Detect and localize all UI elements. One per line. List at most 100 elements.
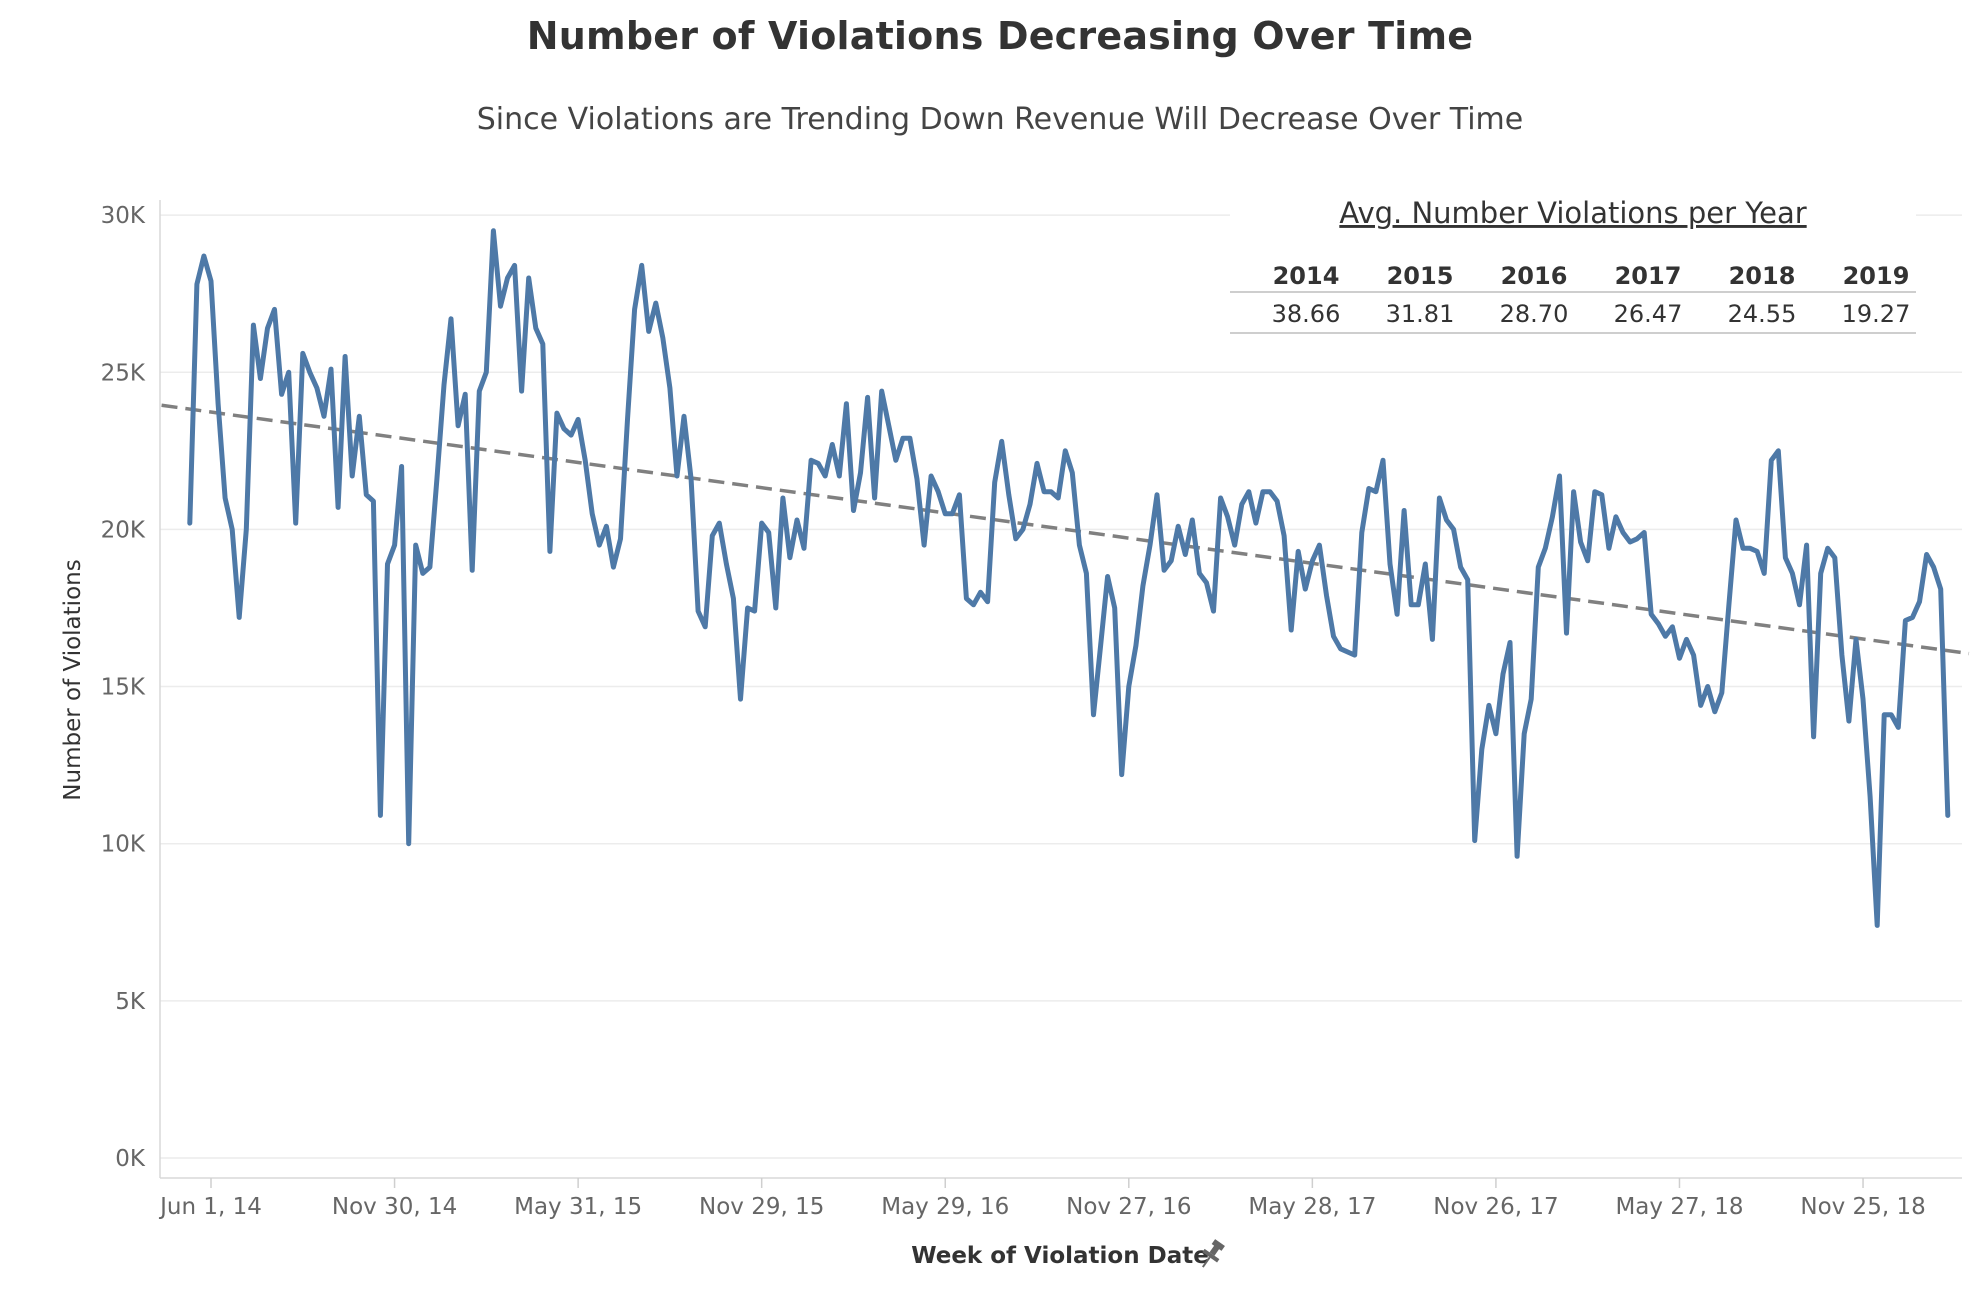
- data-point[interactable]: [247, 319, 259, 331]
- data-point[interactable]: [1419, 558, 1431, 570]
- data-point[interactable]: [855, 467, 867, 479]
- data-point[interactable]: [1052, 492, 1064, 504]
- data-point[interactable]: [904, 432, 916, 444]
- data-point[interactable]: [1504, 637, 1516, 649]
- data-point[interactable]: [636, 259, 648, 271]
- data-point[interactable]: [1462, 574, 1474, 586]
- data-point[interactable]: [304, 366, 316, 378]
- data-point[interactable]: [1674, 652, 1686, 664]
- data-point[interactable]: [1123, 681, 1135, 693]
- data-point[interactable]: [318, 410, 330, 422]
- data-point[interactable]: [946, 508, 958, 520]
- data-point[interactable]: [198, 250, 210, 262]
- data-point[interactable]: [1398, 505, 1410, 517]
- data-point[interactable]: [480, 366, 492, 378]
- data-point[interactable]: [911, 473, 923, 485]
- data-point[interactable]: [678, 410, 690, 422]
- data-point[interactable]: [1730, 514, 1742, 526]
- data-point[interactable]: [1349, 649, 1361, 661]
- data-point[interactable]: [1907, 611, 1919, 623]
- data-point[interactable]: [466, 564, 478, 576]
- data-point[interactable]: [848, 505, 860, 517]
- data-point[interactable]: [883, 420, 895, 432]
- data-point[interactable]: [374, 809, 386, 821]
- data-point[interactable]: [502, 272, 514, 284]
- data-point[interactable]: [1942, 809, 1954, 821]
- data-point[interactable]: [1554, 470, 1566, 482]
- data-point[interactable]: [1024, 498, 1036, 510]
- data-point[interactable]: [1109, 602, 1121, 614]
- data-point[interactable]: [1857, 693, 1869, 705]
- data-point[interactable]: [1518, 728, 1530, 740]
- data-point[interactable]: [396, 461, 408, 473]
- data-point[interactable]: [777, 492, 789, 504]
- data-point[interactable]: [269, 303, 281, 315]
- data-point[interactable]: [1285, 624, 1297, 636]
- data-point[interactable]: [1328, 630, 1340, 642]
- data-point[interactable]: [1935, 583, 1947, 595]
- data-point[interactable]: [1088, 709, 1100, 721]
- data-point[interactable]: [1596, 489, 1608, 501]
- data-point[interactable]: [629, 303, 641, 315]
- data-point[interactable]: [1921, 549, 1933, 561]
- data-point[interactable]: [982, 596, 994, 608]
- data-point[interactable]: [1914, 596, 1926, 608]
- data-point[interactable]: [791, 514, 803, 526]
- data-point[interactable]: [283, 366, 295, 378]
- data-point[interactable]: [219, 492, 231, 504]
- data-point[interactable]: [1299, 583, 1311, 595]
- data-point[interactable]: [968, 599, 980, 611]
- data-point[interactable]: [311, 382, 323, 394]
- data-point[interactable]: [297, 347, 309, 359]
- data-point[interactable]: [784, 552, 796, 564]
- data-point[interactable]: [586, 508, 598, 520]
- data-point[interactable]: [459, 388, 471, 400]
- data-point[interactable]: [819, 470, 831, 482]
- data-point[interactable]: [495, 300, 507, 312]
- data-point[interactable]: [551, 407, 563, 419]
- data-point[interactable]: [382, 558, 394, 570]
- data-point[interactable]: [826, 439, 838, 451]
- data-point[interactable]: [353, 410, 365, 422]
- data-point[interactable]: [424, 561, 436, 573]
- data-point[interactable]: [1758, 567, 1770, 579]
- data-point[interactable]: [1116, 769, 1128, 781]
- data-point[interactable]: [544, 545, 556, 557]
- data-point[interactable]: [1546, 511, 1558, 523]
- data-point[interactable]: [615, 533, 627, 545]
- data-point[interactable]: [1201, 577, 1213, 589]
- data-point[interactable]: [1688, 649, 1700, 661]
- x-axis-title[interactable]: Week of Violation Date: [911, 1243, 1209, 1269]
- data-point[interactable]: [212, 398, 224, 410]
- data-point[interactable]: [699, 621, 711, 633]
- data-point[interactable]: [410, 539, 422, 551]
- data-point[interactable]: [1794, 599, 1806, 611]
- data-point[interactable]: [869, 492, 881, 504]
- data-point[interactable]: [1603, 542, 1615, 554]
- data-point[interactable]: [276, 388, 288, 400]
- data-point[interactable]: [1815, 567, 1827, 579]
- data-point[interactable]: [1666, 621, 1678, 633]
- data-point[interactable]: [1928, 561, 1940, 573]
- data-point[interactable]: [727, 593, 739, 605]
- data-point[interactable]: [290, 517, 302, 529]
- data-point[interactable]: [509, 259, 521, 271]
- data-point[interactable]: [191, 278, 203, 290]
- data-point[interactable]: [389, 539, 401, 551]
- data-point[interactable]: [692, 605, 704, 617]
- data-point[interactable]: [1017, 523, 1029, 535]
- data-point[interactable]: [685, 473, 697, 485]
- data-point[interactable]: [1483, 699, 1495, 711]
- data-point[interactable]: [862, 391, 874, 403]
- data-point[interactable]: [452, 420, 464, 432]
- data-point[interactable]: [226, 523, 238, 535]
- data-point[interactable]: [1568, 486, 1580, 498]
- data-point[interactable]: [953, 489, 965, 501]
- data-point[interactable]: [1130, 640, 1142, 652]
- data-point[interactable]: [1786, 567, 1798, 579]
- data-point[interactable]: [1066, 467, 1078, 479]
- data-point[interactable]: [1278, 530, 1290, 542]
- data-point[interactable]: [487, 225, 499, 237]
- data-point[interactable]: [1885, 709, 1897, 721]
- data-point[interactable]: [1080, 567, 1092, 579]
